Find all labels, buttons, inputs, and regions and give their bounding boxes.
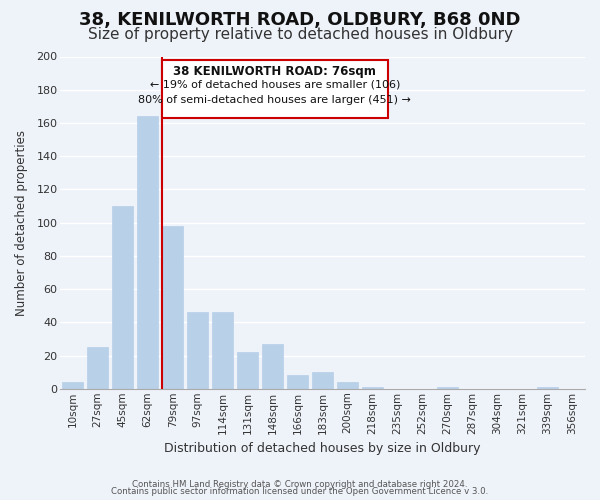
Text: Size of property relative to detached houses in Oldbury: Size of property relative to detached ho…: [88, 28, 512, 42]
Bar: [187, 312, 208, 389]
Bar: [537, 387, 558, 389]
Text: Contains HM Land Registry data © Crown copyright and database right 2024.: Contains HM Land Registry data © Crown c…: [132, 480, 468, 489]
Bar: [362, 387, 383, 389]
Bar: [287, 376, 308, 389]
Text: Contains public sector information licensed under the Open Government Licence v : Contains public sector information licen…: [112, 488, 488, 496]
Bar: [62, 382, 83, 389]
Bar: [312, 372, 333, 389]
Text: 38 KENILWORTH ROAD: 76sqm: 38 KENILWORTH ROAD: 76sqm: [173, 65, 376, 78]
Bar: [162, 226, 184, 389]
Text: ← 19% of detached houses are smaller (106): ← 19% of detached houses are smaller (10…: [150, 80, 400, 90]
Bar: [112, 206, 133, 389]
Bar: [237, 352, 258, 389]
Y-axis label: Number of detached properties: Number of detached properties: [15, 130, 28, 316]
Bar: [262, 344, 283, 389]
Bar: [162, 60, 388, 118]
Bar: [212, 312, 233, 389]
Bar: [137, 116, 158, 389]
Text: 38, KENILWORTH ROAD, OLDBURY, B68 0ND: 38, KENILWORTH ROAD, OLDBURY, B68 0ND: [79, 12, 521, 30]
Bar: [337, 382, 358, 389]
X-axis label: Distribution of detached houses by size in Oldbury: Distribution of detached houses by size …: [164, 442, 481, 455]
Bar: [437, 387, 458, 389]
Bar: [87, 347, 109, 389]
Text: 80% of semi-detached houses are larger (451) →: 80% of semi-detached houses are larger (…: [139, 94, 412, 104]
